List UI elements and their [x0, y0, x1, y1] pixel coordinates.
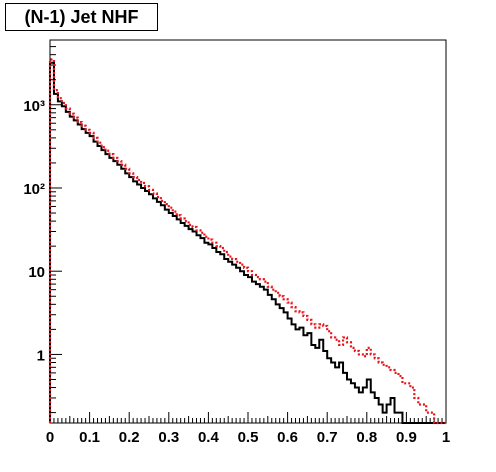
x-tick-label: 0.1 — [79, 429, 100, 446]
y-axis-ticks: 1 10 10² 10³ — [23, 39, 62, 414]
y-tick-label: 10 — [28, 264, 45, 281]
x-tick-label: 1 — [442, 429, 450, 446]
x-tick-label: 0.9 — [396, 429, 417, 446]
x-tick-label: 0.3 — [158, 429, 179, 446]
y-tick-label: 10³ — [23, 98, 45, 115]
x-axis-ticks: 0 0.1 0.2 0.3 0.4 0.5 0.6 0.7 0.8 0.9 1 — [46, 412, 450, 446]
x-tick-label: 0.2 — [119, 429, 140, 446]
series-layer — [48, 58, 446, 425]
histogram-series-1 — [49, 61, 446, 424]
x-tick-label: 0.5 — [238, 429, 259, 446]
x-tick-label: 0 — [46, 429, 54, 446]
x-tick-label: 0.4 — [198, 429, 220, 446]
chart-title: (N-1) Jet NHF — [5, 3, 158, 31]
x-tick-label: 0.7 — [317, 429, 338, 446]
x-tick-label: 0.6 — [277, 429, 298, 446]
y-tick-label: 10² — [23, 181, 45, 198]
x-tick-label: 0.8 — [356, 429, 377, 446]
y-tick-label: 1 — [37, 347, 45, 364]
histogram-series-2 — [48, 58, 446, 425]
